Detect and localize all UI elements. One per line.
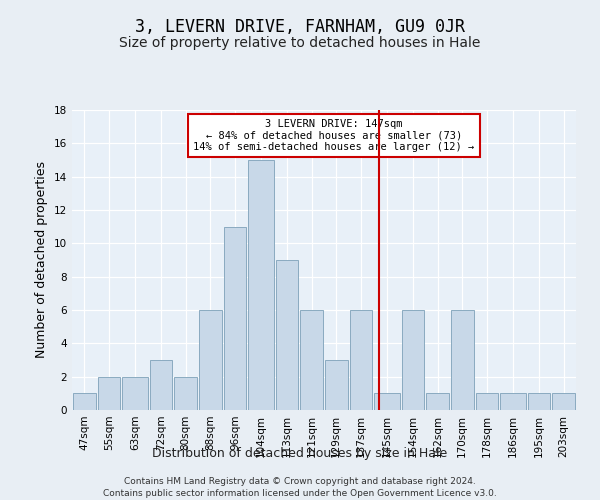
Text: 3, LEVERN DRIVE, FARNHAM, GU9 0JR: 3, LEVERN DRIVE, FARNHAM, GU9 0JR — [135, 18, 465, 36]
Bar — [402, 310, 424, 410]
Text: Contains public sector information licensed under the Open Government Licence v3: Contains public sector information licen… — [103, 489, 497, 498]
Bar — [276, 260, 298, 410]
Bar — [374, 394, 400, 410]
Text: 3 LEVERN DRIVE: 147sqm
← 84% of detached houses are smaller (73)
14% of semi-det: 3 LEVERN DRIVE: 147sqm ← 84% of detached… — [193, 119, 475, 152]
Bar — [451, 310, 473, 410]
Bar — [553, 394, 575, 410]
Bar — [73, 394, 95, 410]
Bar — [427, 394, 449, 410]
Bar — [122, 376, 148, 410]
Bar — [98, 376, 120, 410]
Bar — [175, 376, 197, 410]
Bar — [476, 394, 498, 410]
Text: Distribution of detached houses by size in Hale: Distribution of detached houses by size … — [152, 448, 448, 460]
Bar — [248, 160, 274, 410]
Bar — [350, 310, 372, 410]
Bar — [224, 226, 246, 410]
Text: Size of property relative to detached houses in Hale: Size of property relative to detached ho… — [119, 36, 481, 50]
Text: Contains HM Land Registry data © Crown copyright and database right 2024.: Contains HM Land Registry data © Crown c… — [124, 478, 476, 486]
Bar — [325, 360, 347, 410]
Y-axis label: Number of detached properties: Number of detached properties — [35, 162, 49, 358]
Bar — [301, 310, 323, 410]
Bar — [500, 394, 526, 410]
Bar — [199, 310, 221, 410]
Bar — [528, 394, 550, 410]
Bar — [150, 360, 172, 410]
